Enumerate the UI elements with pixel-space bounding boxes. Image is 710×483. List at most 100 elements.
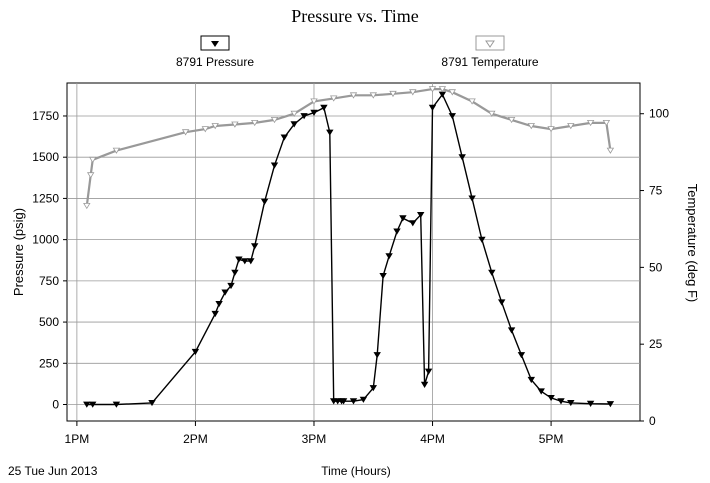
data-point-temperature (567, 123, 575, 130)
y-right-tick-label: 0 (649, 414, 656, 428)
data-point-temperature (507, 117, 516, 124)
data-point-pressure (537, 388, 545, 395)
data-point-pressure (488, 269, 496, 276)
legend-temperature-marker (485, 40, 495, 48)
data-point-pressure (420, 381, 429, 388)
data-point-pressure (385, 253, 393, 260)
data-point-pressure (497, 299, 506, 306)
data-point-pressure (547, 395, 555, 402)
data-point-pressure (290, 121, 298, 128)
data-point-pressure (221, 289, 229, 296)
data-point-temperature (438, 86, 447, 93)
y-left-tick-label: 1750 (32, 109, 59, 123)
data-point-pressure (379, 273, 387, 280)
data-point-pressure (241, 258, 249, 265)
y-right-tick-label: 25 (649, 337, 663, 351)
data-point-temperature (409, 89, 417, 96)
data-point-pressure (300, 113, 308, 120)
x-tick-label: 2PM (183, 432, 208, 446)
data-point-pressure (606, 401, 615, 408)
data-point-temperature (250, 120, 259, 127)
data-point-pressure (458, 154, 466, 161)
y-right-tick-label: 50 (649, 260, 663, 274)
data-point-temperature (181, 129, 190, 136)
data-point-pressure (527, 376, 536, 384)
data-point-pressure (409, 220, 417, 227)
data-point-temperature (349, 92, 358, 99)
data-point-pressure (280, 134, 289, 141)
data-point-temperature (231, 121, 239, 128)
legend-pressure-label: 8791 Pressure (176, 55, 254, 69)
data-point-pressure (424, 368, 433, 375)
legend-pressure-marker (211, 41, 219, 47)
data-point-pressure (349, 398, 358, 405)
data-point-temperature (606, 147, 615, 154)
y-axis-left-label: Pressure (psig) (11, 208, 26, 296)
x-axis-label: Time (Hours) (321, 464, 391, 478)
y-left-tick-label: 500 (39, 315, 59, 329)
data-point-pressure (416, 212, 425, 219)
y-left-tick-label: 1500 (32, 150, 59, 164)
x-tick-label: 3PM (302, 432, 327, 446)
data-point-pressure (250, 243, 259, 250)
y-right-tick-label: 100 (649, 107, 669, 121)
x-tick-label: 4PM (420, 432, 445, 446)
data-point-pressure (326, 129, 334, 136)
data-point-temperature (389, 90, 397, 98)
data-point-temperature (88, 156, 97, 164)
data-point-pressure (517, 352, 526, 359)
y-right-tick-label: 75 (649, 184, 663, 198)
data-point-pressure (215, 301, 223, 308)
plot-area (66, 82, 641, 422)
x-tick-label: 5PM (539, 432, 564, 446)
data-point-pressure (448, 113, 457, 120)
data-point-pressure (567, 400, 575, 407)
data-point-temperature (448, 89, 457, 96)
data-point-temperature (329, 95, 338, 102)
data-point-temperature (547, 126, 555, 133)
data-point-pressure (373, 352, 381, 359)
data-point-pressure (399, 215, 407, 222)
y-left-tick-label: 1250 (32, 191, 59, 205)
data-point-temperature (602, 120, 611, 127)
data-point-pressure (339, 398, 348, 405)
data-point-temperature (586, 120, 595, 127)
data-point-temperature (201, 126, 210, 133)
data-point-pressure (393, 228, 401, 235)
data-point-pressure (231, 269, 239, 276)
legend-temperature-label: 8791 Temperature (441, 55, 539, 69)
data-point-temperature (310, 98, 318, 105)
data-point-temperature (290, 110, 298, 117)
data-point-pressure (478, 236, 486, 243)
y-left-tick-label: 750 (39, 274, 59, 288)
data-point-pressure (557, 398, 565, 405)
data-markers (83, 86, 615, 408)
data-point-temperature (86, 172, 95, 179)
data-point-pressure (227, 282, 235, 290)
x-tick-label: 1PM (65, 432, 90, 446)
data-point-pressure (88, 401, 97, 408)
data-point-pressure (211, 310, 219, 318)
data-point-pressure (235, 256, 243, 263)
data-point-temperature (211, 123, 219, 130)
chart-title: Pressure vs. Time (291, 6, 419, 26)
y-left-tick-label: 1000 (32, 233, 59, 247)
data-point-pressure (112, 401, 121, 408)
data-point-pressure (191, 348, 200, 356)
data-point-temperature (527, 123, 536, 130)
legend: 8791 Pressure 8791 Temperature (176, 35, 539, 69)
y-left-tick-label: 0 (52, 398, 59, 412)
data-point-pressure (359, 396, 368, 403)
x-axis-date-label: 25 Tue Jun 2013 (8, 464, 98, 478)
data-point-pressure (507, 327, 516, 334)
axis-ticks: 0 250 500 750 1000 1250 1500 1750 0 25 50 75 100 1PM 2… (32, 107, 669, 446)
data-point-pressure (247, 258, 255, 265)
data-point-pressure (270, 162, 279, 169)
data-point-pressure (428, 104, 437, 111)
data-point-pressure (83, 401, 91, 408)
data-point-temperature (369, 92, 378, 99)
data-point-pressure (369, 385, 378, 392)
data-point-temperature (488, 110, 496, 117)
data-point-temperature (270, 117, 279, 124)
